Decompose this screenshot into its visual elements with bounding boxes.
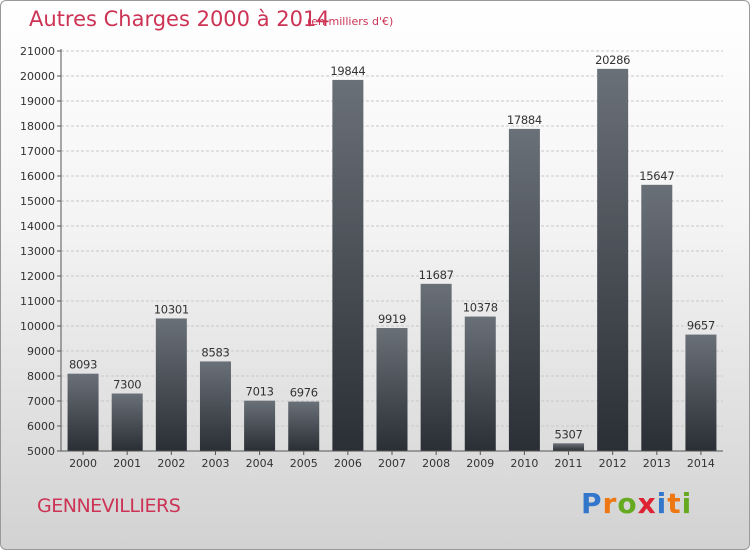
x-tick-label: 2007 (378, 457, 406, 470)
y-tick-label: 19000 (20, 95, 55, 108)
bar-2014 (685, 334, 717, 451)
bar-2008 (420, 283, 452, 451)
data-label: 7013 (246, 385, 274, 399)
proxiti-logo: Proxiti (581, 487, 692, 520)
bar-2010 (508, 128, 540, 451)
logo-letter: r (602, 487, 618, 520)
logo-letter: o (617, 487, 638, 520)
bar-2001 (111, 393, 143, 451)
axes (60, 49, 723, 452)
bar-2012 (597, 68, 629, 451)
x-tick-label: 2014 (687, 457, 715, 470)
y-tick-label: 11000 (20, 295, 55, 308)
y-tick-label: 21000 (20, 45, 55, 58)
x-tick-label: 2004 (246, 457, 274, 470)
bar-2003 (199, 361, 231, 451)
x-tick-label: 2005 (290, 457, 318, 470)
y-tick-label: 6000 (27, 420, 55, 433)
data-label: 5307 (554, 427, 582, 441)
bar-2013 (641, 184, 673, 451)
bar-2004 (244, 400, 276, 451)
data-labels: 8093 7300 10301 8583 7013 6976 19844 9919 11687 1… (69, 53, 715, 441)
logo-letter: i (656, 487, 668, 520)
logo-letter: P (581, 487, 603, 520)
data-label: 8093 (69, 358, 97, 372)
y-tick-label: 5000 (27, 445, 55, 458)
bar-2002 (155, 318, 187, 451)
data-label: 8583 (201, 345, 229, 359)
x-tick-label: 2008 (422, 457, 450, 470)
x-tick-label: 2003 (201, 457, 229, 470)
logo-letter: i (681, 487, 693, 520)
bar-2009 (464, 316, 496, 451)
y-tick-label: 7000 (27, 395, 55, 408)
bar-2007 (376, 328, 408, 451)
y-tick-label: 8000 (27, 370, 55, 383)
data-label: 11687 (419, 268, 454, 282)
data-label: 10301 (154, 302, 189, 316)
y-tick-label: 20000 (20, 70, 55, 83)
y-tick-label: 10000 (20, 320, 55, 333)
bar-2000 (67, 373, 99, 451)
y-tick-label: 15000 (20, 195, 55, 208)
x-tick-label: 2012 (599, 457, 627, 470)
commune-name: GENNEVILLIERS (37, 495, 181, 517)
x-tick-label: 2010 (510, 457, 538, 470)
data-label: 15647 (639, 169, 674, 183)
x-tick-label: 2013 (643, 457, 671, 470)
x-tick-label: 2009 (466, 457, 494, 470)
data-label: 7300 (113, 378, 141, 392)
chart-title: Autres Charges 2000 à 2014 (29, 7, 330, 31)
data-label: 10378 (463, 301, 498, 315)
y-tick-label: 16000 (20, 170, 55, 183)
data-label: 9657 (687, 319, 715, 333)
data-label: 6976 (290, 386, 318, 400)
data-label: 17884 (507, 113, 542, 127)
x-tick-label: 2002 (157, 457, 185, 470)
bar-2005 (288, 401, 320, 451)
x-tick-label: 2006 (334, 457, 362, 470)
x-tick-label: 2000 (69, 457, 97, 470)
x-tick-label: 2011 (555, 457, 583, 470)
data-label: 9919 (378, 312, 406, 326)
x-axis-ticks: 2000 2001 2002 2003 2004 2005 2006 2007 2008 2009… (69, 451, 715, 470)
bars (67, 68, 717, 452)
chart-subtitle: (en milliers d'€) (307, 15, 394, 28)
logo-letter: t (667, 487, 682, 520)
y-axis-ticks: 5000 6000 7000 8000 9000 10000 11000 12000 13000… (20, 45, 61, 458)
y-tick-label: 13000 (20, 245, 55, 258)
bar-2006 (332, 79, 364, 452)
logo-letter: x (637, 487, 657, 520)
y-tick-label: 14000 (20, 220, 55, 233)
y-tick-label: 18000 (20, 120, 55, 133)
bar-2011 (553, 443, 585, 451)
y-tick-label: 17000 (20, 145, 55, 158)
y-tick-label: 12000 (20, 270, 55, 283)
x-tick-label: 2001 (113, 457, 141, 470)
y-tick-label: 9000 (27, 345, 55, 358)
data-label: 19844 (330, 64, 365, 78)
data-label: 20286 (595, 53, 630, 67)
